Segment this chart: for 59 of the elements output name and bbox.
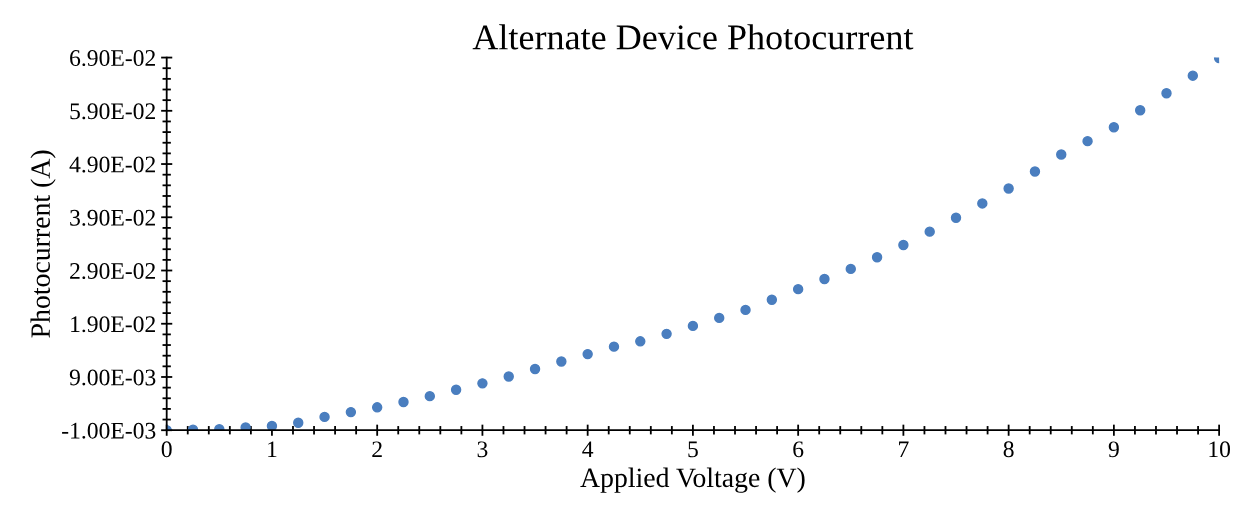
x-tick-label: 10: [1209, 441, 1231, 458]
point: [898, 239, 909, 251]
x-tick-label: 7: [899, 441, 909, 458]
point: [424, 390, 436, 402]
x-tick-label: 4: [582, 441, 594, 458]
point: [398, 396, 409, 408]
point: [819, 273, 830, 285]
point: [345, 406, 357, 418]
point: [924, 226, 935, 237]
x-axis-title: Applied Voltage (V): [580, 467, 805, 493]
chart-title: Alternate Device Photocurrent: [472, 24, 914, 50]
point: [371, 402, 383, 413]
y-tick-label: 9.00E-03: [69, 369, 156, 386]
y-tick-label: 2.90E-02: [70, 263, 155, 280]
y-tick-label: -1.00E-03: [62, 422, 156, 439]
x-tick-label: 9: [1108, 441, 1119, 458]
point: [740, 304, 751, 316]
point: [950, 212, 962, 224]
point: [450, 384, 462, 395]
point: [661, 328, 672, 340]
point: [1187, 70, 1199, 81]
x-tick-label: 8: [1003, 441, 1014, 458]
y-tick-label: 5.90E-02: [70, 103, 155, 120]
point: [529, 363, 541, 375]
x-tick-label: 5: [688, 441, 698, 458]
point: [266, 420, 278, 431]
point: [635, 336, 646, 347]
y-tick-label: 1.90E-02: [71, 316, 155, 333]
x-tick-label: 6: [793, 441, 804, 458]
point: [319, 411, 330, 423]
point: [766, 294, 778, 305]
point: [1161, 88, 1172, 99]
point: [608, 341, 620, 352]
point: [293, 417, 304, 428]
x-tick-label: 1: [268, 441, 277, 458]
point: [1134, 105, 1146, 116]
point: [1029, 166, 1041, 177]
x-tick-label: 0: [161, 441, 172, 458]
point: [1082, 135, 1093, 147]
point: [687, 320, 699, 332]
point: [1003, 183, 1014, 194]
point: [845, 263, 856, 275]
x-tick-label: 3: [477, 441, 488, 458]
x-tick-label: 2: [372, 441, 382, 458]
y-tick-label: 6.90E-02: [70, 50, 155, 67]
y-axis-title: Photocurrent (A): [30, 150, 56, 338]
point: [977, 198, 988, 209]
point: [1056, 149, 1067, 160]
point: [714, 312, 725, 324]
point: [1108, 122, 1120, 133]
point: [477, 378, 488, 389]
y-tick-label: 3.90E-02: [70, 209, 155, 226]
point: [556, 356, 567, 367]
y-tick-label: 4.90E-02: [69, 156, 155, 173]
point: [240, 422, 251, 431]
point: [792, 283, 804, 295]
point: [503, 371, 514, 382]
point: [582, 348, 593, 360]
point: [871, 251, 883, 263]
